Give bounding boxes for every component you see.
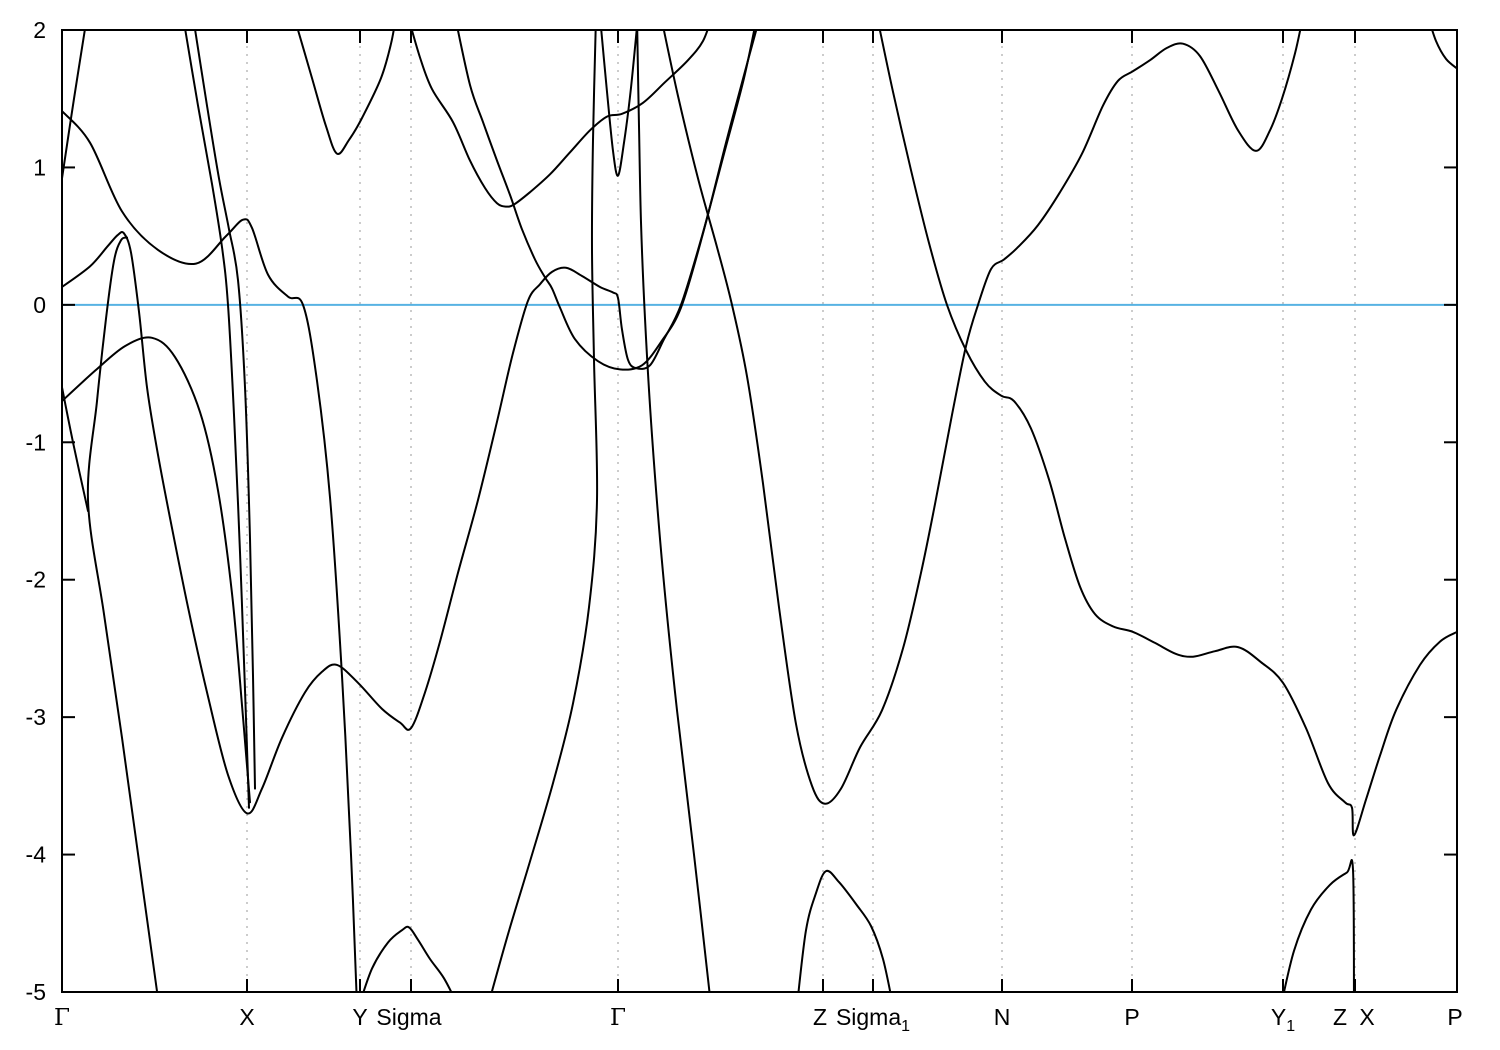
y-tick-label: 2 — [33, 17, 46, 43]
y-tick-label: -3 — [26, 704, 46, 730]
y-tick-label: -4 — [26, 842, 47, 868]
band-steep-right-of-gamma2 — [636, 30, 711, 992]
y-axis-labels: 2 1 0 -1 -2 -3 -4 -5 — [26, 17, 47, 1005]
band-hump-y-sigma — [362, 925, 453, 992]
k-point-label: P — [1124, 1004, 1139, 1030]
k-point-label: X — [1359, 1004, 1374, 1030]
k-point-label: Y — [352, 1004, 367, 1030]
band-m-dip-y — [296, 30, 395, 155]
y-tick-label: -5 — [26, 979, 46, 1005]
axis-ticks — [62, 29, 1457, 993]
band-curves — [62, 30, 1457, 992]
band-y1-rise-jump — [1282, 859, 1355, 992]
band-pair-2 — [194, 30, 256, 790]
k-point-label: Z — [813, 1004, 827, 1030]
plot-frame — [61, 29, 1458, 993]
band-sigma1-descending — [878, 30, 1457, 837]
band-arc-gamma-1p4 — [62, 110, 358, 992]
k-point-label: Z — [1333, 1004, 1347, 1030]
y-tick-label: -2 — [26, 567, 46, 593]
k-point-label: Y1 — [1271, 1004, 1295, 1035]
band-steep-gamma-left — [62, 30, 86, 180]
band-hump-z-sigma1 — [797, 869, 892, 992]
band-bowl-second — [456, 30, 758, 371]
k-point-label: Sigma — [376, 1004, 441, 1030]
k-point-label: N — [994, 1004, 1011, 1030]
band-main-w-bowl — [62, 30, 756, 815]
y-tick-label: 1 — [33, 154, 46, 180]
band-z-valley-to-top-right — [662, 30, 1302, 805]
k-point-label: Γ — [610, 1005, 626, 1031]
x-axis-labels: Γ X Y Sigma Γ Z Sigma1 N P Y1 Z X P — [54, 1004, 1463, 1035]
band-sigma-valley — [410, 30, 709, 208]
y-tick-label: -1 — [26, 429, 46, 455]
band-lambda-left — [86, 236, 159, 992]
k-point-label: P — [1447, 1004, 1462, 1030]
band-steep-left-of-gamma2 — [490, 30, 599, 992]
band-pair-1 — [184, 30, 250, 809]
band-arc-d — [62, 336, 251, 804]
band-v-at-gamma2 — [600, 30, 638, 177]
y-tick-label: 0 — [33, 292, 46, 318]
band-top-right-corner — [1431, 30, 1457, 70]
k-point-label: Sigma1 — [836, 1004, 910, 1035]
k-point-label: X — [239, 1004, 254, 1030]
k-point-label: Γ — [54, 1005, 70, 1031]
